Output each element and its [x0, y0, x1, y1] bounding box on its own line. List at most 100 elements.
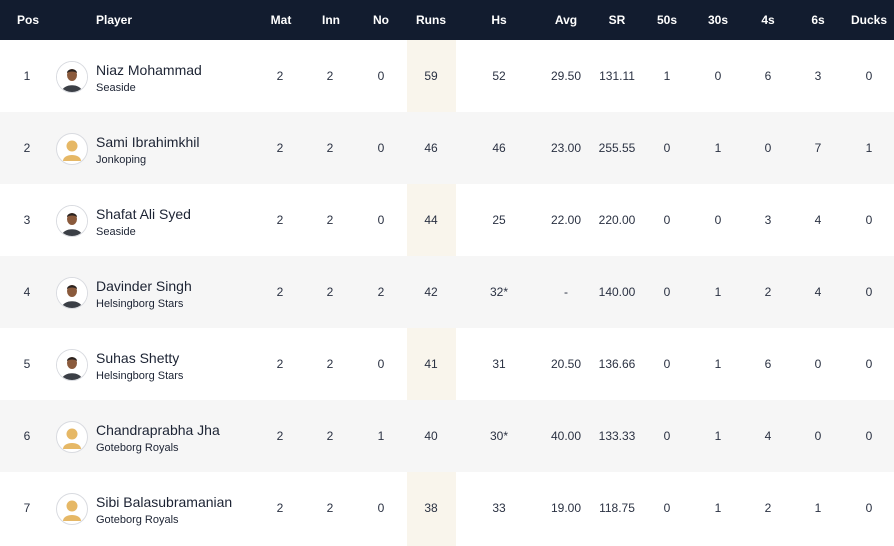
- header-pos[interactable]: Pos: [17, 13, 40, 27]
- player-team: Seaside: [96, 82, 136, 94]
- header-avg[interactable]: Avg: [554, 13, 578, 27]
- player-avatar[interactable]: [56, 61, 88, 93]
- inn-cell: 2: [326, 429, 334, 443]
- no-cell: 0: [377, 141, 385, 155]
- fours-cell: 2: [764, 285, 772, 299]
- header-ducks[interactable]: Ducks: [850, 13, 888, 27]
- player-team: Goteborg Royals: [96, 514, 179, 526]
- pos-cell: 2: [23, 141, 31, 155]
- no-cell: 0: [377, 69, 385, 83]
- table-row[interactable]: 6 Chandraprabha Jha Goteborg Royals 2 2 …: [0, 400, 894, 472]
- player-avatar[interactable]: [56, 205, 88, 237]
- sixes-cell: 1: [814, 501, 822, 515]
- header-no[interactable]: No: [373, 13, 389, 27]
- fifties-cell: 1: [663, 69, 671, 83]
- sixes-cell: 0: [814, 429, 822, 443]
- mat-cell: 2: [276, 501, 284, 515]
- thirties-cell: 1: [714, 429, 722, 443]
- avg-cell: -: [564, 285, 568, 299]
- pos-cell: 5: [23, 357, 31, 371]
- player-name-link[interactable]: Chandraprabha Jha: [96, 422, 220, 438]
- header-4s[interactable]: 4s: [761, 13, 775, 27]
- header-runs[interactable]: Runs: [416, 13, 446, 27]
- inn-cell: 2: [326, 141, 334, 155]
- fours-cell: 6: [764, 69, 772, 83]
- avg-cell: 40.00: [550, 429, 582, 443]
- player-name-link[interactable]: Sibi Balasubramanian: [96, 494, 233, 510]
- player-name-link[interactable]: Suhas Shetty: [96, 350, 180, 366]
- sixes-cell: 0: [814, 357, 822, 371]
- player-avatar[interactable]: [56, 133, 88, 165]
- sixes-cell: 4: [814, 285, 822, 299]
- mat-cell: 2: [276, 357, 284, 371]
- mat-cell: 2: [276, 141, 284, 155]
- player-name-link[interactable]: Davinder Singh: [96, 278, 192, 294]
- header-6s[interactable]: 6s: [811, 13, 825, 27]
- runs-cell: 40: [424, 429, 438, 443]
- mat-cell: 2: [276, 69, 284, 83]
- ducks-cell: 1: [865, 141, 873, 155]
- inn-cell: 2: [326, 69, 334, 83]
- header-inn[interactable]: Inn: [322, 13, 340, 27]
- table-row[interactable]: 7 Sibi Balasubramanian Goteborg Royals 2…: [0, 472, 894, 544]
- player-photo-icon: [57, 278, 87, 308]
- runs-cell: 59: [424, 69, 438, 83]
- player-photo-icon: [57, 62, 87, 92]
- header-player[interactable]: Player: [96, 13, 133, 27]
- fours-cell: 6: [764, 357, 772, 371]
- header-30s[interactable]: 30s: [707, 13, 729, 27]
- header-hs[interactable]: Hs: [491, 13, 507, 27]
- thirties-cell: 1: [714, 141, 722, 155]
- player-name-link[interactable]: Sami Ibrahimkhil: [96, 134, 200, 150]
- player-avatar[interactable]: [56, 349, 88, 381]
- table-row[interactable]: 2 Sami Ibrahimkhil Jonkoping 2 2 0 46 46…: [0, 112, 894, 184]
- player-avatar[interactable]: [56, 277, 88, 309]
- player-team: Jonkoping: [96, 154, 147, 166]
- sr-cell: 140.00: [598, 285, 636, 299]
- sr-cell: 131.11: [599, 69, 635, 83]
- runs-cell: 42: [424, 285, 438, 299]
- mat-cell: 2: [276, 285, 284, 299]
- player-avatar[interactable]: [56, 493, 88, 525]
- thirties-cell: 1: [714, 357, 722, 371]
- runs-cell: 44: [424, 213, 438, 227]
- fifties-cell: 0: [663, 501, 671, 515]
- table-row[interactable]: 1 Niaz Mohammad Seaside 2 2 0 59 52 29.5…: [0, 40, 894, 112]
- runs-cell: 38: [424, 501, 438, 515]
- fifties-cell: 0: [663, 285, 671, 299]
- mat-cell: 2: [276, 429, 284, 443]
- pos-cell: 6: [23, 429, 31, 443]
- table-header: Pos Player Mat Inn No Runs Hs Avg SR 50s…: [0, 0, 894, 40]
- table-row[interactable]: 3 Shafat Ali Syed Seaside 2 2 0 44 25 22…: [0, 184, 894, 256]
- header-sr[interactable]: SR: [608, 13, 626, 27]
- hs-cell: 46: [492, 141, 506, 155]
- sr-cell: 220.00: [598, 213, 636, 227]
- sr-cell: 133.33: [598, 429, 636, 443]
- thirties-cell: 1: [714, 501, 722, 515]
- pos-cell: 4: [23, 285, 31, 299]
- pos-cell: 7: [23, 501, 31, 515]
- fours-cell: 0: [764, 141, 772, 155]
- header-50s[interactable]: 50s: [656, 13, 678, 27]
- player-name-link[interactable]: Niaz Mohammad: [96, 62, 202, 78]
- player-avatar[interactable]: [56, 421, 88, 453]
- player-photo-icon: [57, 350, 87, 380]
- runs-cell: 46: [424, 141, 438, 155]
- no-cell: 1: [377, 429, 385, 443]
- hs-cell: 25: [492, 213, 506, 227]
- hs-cell: 52: [492, 69, 506, 83]
- hs-cell: 31: [492, 357, 506, 371]
- player-team: Helsingborg Stars: [96, 370, 184, 382]
- player-team: Seaside: [96, 226, 136, 238]
- header-mat[interactable]: Mat: [270, 13, 292, 27]
- player-name-link[interactable]: Shafat Ali Syed: [96, 206, 191, 222]
- pos-cell: 1: [23, 69, 31, 83]
- sixes-cell: 3: [814, 69, 822, 83]
- table-row[interactable]: 4 Davinder Singh Helsingborg Stars 2 2 2…: [0, 256, 894, 328]
- fifties-cell: 0: [663, 141, 671, 155]
- table-row[interactable]: 5 Suhas Shetty Helsingborg Stars 2 2 0 4…: [0, 328, 894, 400]
- no-cell: 0: [377, 357, 385, 371]
- thirties-cell: 0: [714, 69, 722, 83]
- ducks-cell: 0: [865, 69, 873, 83]
- mat-cell: 2: [276, 213, 284, 227]
